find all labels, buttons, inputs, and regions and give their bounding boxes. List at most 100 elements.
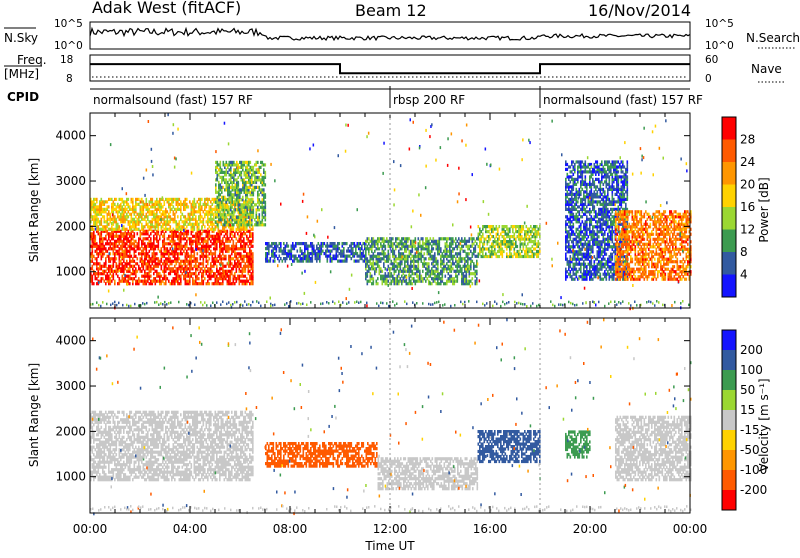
data-cell [174,240,176,243]
data-cell [159,250,161,253]
data-cell [248,186,250,189]
data-cell [363,260,365,263]
data-cell [173,210,175,213]
data-cell [125,228,127,231]
data-cell [532,245,534,248]
data-cell [354,260,356,263]
data-cell [571,268,573,271]
data-cell [434,270,436,273]
data-cell [128,262,130,265]
data-cell [140,205,142,208]
data-cell [155,245,157,248]
data-cell [379,247,381,250]
data-cell [292,260,294,263]
cpid-label: CPID [7,90,39,104]
data-cell [235,178,237,181]
data-cell [472,277,474,280]
data-cell [433,270,435,273]
data-cell [568,240,570,243]
data-cell [241,223,243,226]
data-cell [132,277,134,280]
data-cell [265,171,267,174]
data-cell [167,210,169,213]
data-cell [463,245,465,248]
data-cell [263,188,265,191]
data-cell [527,228,529,231]
data-cell [274,260,276,263]
data-cell [114,203,116,206]
data-cell [476,237,478,240]
data-cell [99,220,101,223]
data-cell [206,230,208,233]
data-cell [222,257,224,260]
data-cell [92,215,94,218]
data-cell [119,277,121,280]
data-cell [146,262,148,265]
data-cell [391,260,393,263]
data-cell [238,163,240,166]
data-cell [383,250,385,253]
data-cell [237,247,239,250]
data-cell [576,258,578,261]
data-cell [374,267,376,270]
data-cell [517,230,519,233]
data-cell [98,218,100,221]
data-cell [382,257,384,260]
data-cell [192,240,194,243]
data-cell [352,247,354,250]
data-cell [370,272,372,275]
data-cell [229,178,231,181]
data-cell [170,240,172,243]
data-cell [227,245,229,248]
data-cell [271,242,273,245]
data-cell [265,252,267,255]
data-cell [156,257,158,260]
data-cell [475,270,477,273]
data-cell [310,252,312,255]
data-cell [234,232,236,235]
data-cell [244,201,246,204]
data-cell [176,220,178,223]
data-cell [242,280,244,283]
data-cell [244,218,246,221]
data-cell [233,275,235,278]
data-cell [445,237,447,240]
data-cell [116,198,118,201]
data-cell [451,275,453,278]
data-cell [523,225,525,228]
data-cell [524,250,526,253]
data-cell [285,257,287,260]
data-cell [457,245,459,248]
data-cell [221,168,223,171]
data-cell [494,238,496,241]
data-cell [165,257,167,260]
data-cell [241,216,243,219]
data-cell [138,198,140,201]
data-cell [221,255,223,258]
data-cell [440,270,442,273]
data-cell [170,203,172,206]
data-cell [108,228,110,231]
data-cell [235,163,237,166]
data-cell [230,191,232,194]
data-cell [204,213,206,216]
data-cell [162,252,164,255]
data-cell [469,257,471,260]
data-cell [422,277,424,280]
data-cell [227,211,229,214]
data-cell [573,198,575,201]
data-cell [442,260,444,263]
data-cell [137,242,139,245]
data-cell [514,247,516,250]
data-cell [119,225,121,228]
data-cell [135,255,137,258]
data-cell [252,252,254,255]
data-cell [298,242,300,245]
data-cell [574,245,576,248]
data-cell [515,225,517,228]
data-cell [386,255,388,258]
data-cell [176,242,178,245]
data-cell [209,225,211,228]
data-cell [496,240,498,243]
data-cell [398,250,400,253]
